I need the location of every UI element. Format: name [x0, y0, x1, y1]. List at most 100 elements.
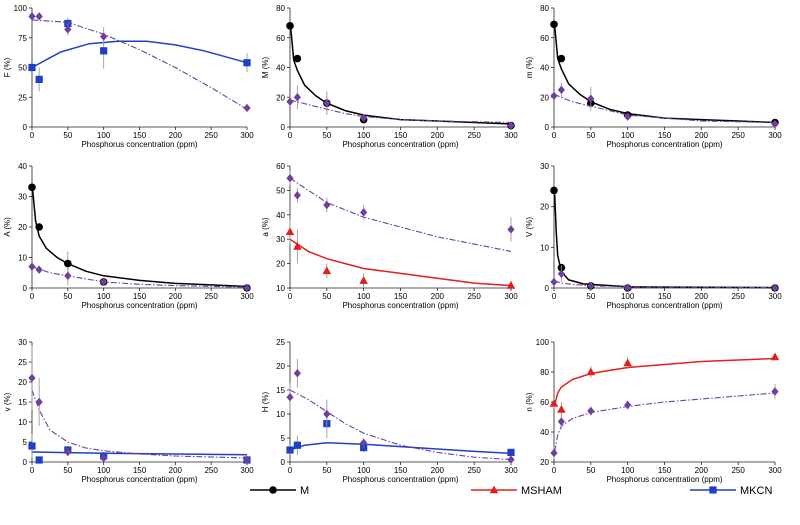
y-tick-label: 80	[540, 368, 549, 377]
x-tick-label: 200	[431, 292, 445, 301]
y-tick-label: 20	[276, 93, 285, 102]
marker-0	[550, 91, 558, 100]
x-tick-label: 100	[621, 131, 635, 140]
legend-item-M: M	[250, 485, 309, 497]
marker-1	[293, 93, 301, 102]
marker-3	[624, 112, 632, 121]
x-tick-label: 0	[552, 466, 557, 475]
panel-M: 0 20 40 60 80 0 50 100 150 200 250 300 Phosphorus co…	[261, 4, 518, 149]
x-tick-label: 300	[240, 292, 254, 301]
y-axis-label: V (%)	[525, 217, 534, 237]
marker-1	[35, 75, 43, 83]
x-tick-label: 200	[695, 131, 709, 140]
fit-line	[31, 266, 248, 288]
x-tick-label: 250	[731, 131, 745, 140]
y-tick-label: 25	[276, 338, 285, 347]
marker-4	[507, 455, 515, 464]
y-tick-label: 100	[536, 338, 550, 347]
fit-line	[553, 93, 776, 124]
marker-0	[550, 186, 558, 195]
marker-3	[100, 47, 108, 55]
y-tick-label: 20	[18, 223, 27, 232]
series-purple	[28, 262, 251, 293]
fit-line	[289, 238, 512, 287]
y-tick-label: 15	[276, 386, 285, 395]
marker-1	[293, 54, 302, 63]
y-tick-label: 40	[18, 162, 27, 171]
x-tick-label: 50	[322, 292, 331, 301]
marker-4	[771, 283, 779, 293]
y-tick-label: 10	[276, 284, 285, 293]
marker-4	[243, 59, 251, 67]
y-tick-label: 60	[540, 398, 549, 407]
x-tick-label: 250	[467, 131, 481, 140]
marker-1	[35, 397, 43, 407]
panel-F: 0 25 50 75 100 0 50 100 150 200 250 300 Phosphorus c…	[3, 4, 254, 149]
marker-3	[100, 32, 108, 41]
marker-0	[28, 373, 36, 383]
x-tick-label: 150	[133, 292, 147, 301]
series-M	[286, 22, 515, 130]
marker-3	[624, 400, 632, 410]
marker-1	[557, 85, 565, 95]
series-MKCN	[286, 409, 515, 456]
x-tick-label: 200	[169, 292, 183, 301]
marker-3	[360, 208, 368, 217]
marker-legend	[489, 485, 499, 494]
series-M	[550, 20, 779, 127]
x-axis-label: Phosphorus concentration (ppm)	[342, 301, 458, 310]
series-purple	[286, 85, 515, 130]
x-tick-label: 50	[63, 466, 72, 475]
y-tick-label: 30	[540, 162, 549, 171]
marker-4	[243, 103, 251, 113]
y-axis-label: a (%)	[261, 217, 270, 236]
fit-line	[31, 190, 248, 288]
x-tick-label: 200	[695, 292, 709, 301]
y-tick-label: 10	[540, 243, 549, 252]
x-tick-label: 300	[768, 466, 782, 475]
x-tick-label: 250	[731, 292, 745, 301]
marker-2	[64, 447, 72, 457]
x-tick-label: 300	[240, 131, 254, 140]
legend: M MSHAM MKCN	[250, 485, 772, 497]
x-tick-label: 300	[504, 292, 518, 301]
x-tick-label: 150	[133, 131, 147, 140]
fit-line	[289, 177, 512, 252]
x-tick-label: 50	[63, 292, 72, 301]
y-tick-label: 40	[276, 211, 285, 220]
series-purple	[550, 384, 779, 459]
marker-1	[557, 269, 565, 278]
x-tick-label: 150	[658, 466, 672, 475]
y-tick-label: 80	[540, 4, 549, 13]
marker-3	[624, 283, 632, 293]
y-tick-label: 60	[540, 34, 549, 43]
marker-0	[286, 393, 294, 402]
x-tick-label: 250	[467, 292, 481, 301]
x-tick-label: 150	[658, 131, 672, 140]
legend-label: MKCN	[740, 485, 772, 497]
x-tick-label: 0	[30, 466, 35, 475]
series-purple	[286, 170, 515, 252]
x-tick-label: 100	[97, 292, 111, 301]
fit-line	[553, 357, 776, 406]
y-tick-label: 5	[281, 434, 286, 443]
x-tick-label: 100	[621, 466, 635, 475]
series-MKCN	[28, 17, 251, 92]
y-tick-label: 40	[540, 64, 549, 73]
y-axis-label: A (%)	[3, 217, 12, 237]
marker-4	[243, 455, 251, 465]
marker-legend	[269, 486, 277, 494]
series-purple	[286, 358, 515, 464]
y-tick-label: 5	[23, 438, 28, 447]
marker-legend	[709, 486, 717, 494]
marker-4	[506, 281, 516, 289]
y-tick-label: 15	[18, 398, 27, 407]
y-tick-label: 0	[23, 458, 28, 467]
y-tick-label: 0	[545, 284, 550, 293]
marker-0	[28, 12, 36, 21]
x-axis-label: Phosphorus concentration (ppm)	[606, 140, 722, 149]
x-tick-label: 50	[322, 131, 331, 140]
marker-2	[587, 406, 595, 416]
